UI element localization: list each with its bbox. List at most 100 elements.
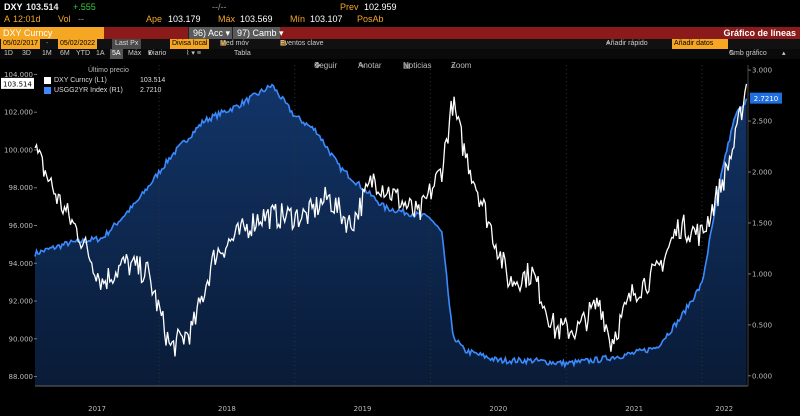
exchange-menu-label: 97) Camb [237,28,277,38]
key-events-label: Eventos clave [280,40,324,47]
x-axis-tick-label: 2017 [88,405,106,413]
bid-ask-placeholder: --/-- [212,2,227,12]
exchange-menu[interactable]: 97) Camb ▾ [232,27,284,39]
high-label: Máx [218,14,236,24]
edit-chart-icon: ✎ [729,50,735,57]
moving-average-icon: ▦ [220,40,227,47]
left-axis-tick-label: 100.000 [4,146,33,154]
left-axis-tick-label: 88.000 [9,373,34,381]
quick-add-label: Añadir rápido [606,40,648,47]
security-field[interactable]: DXY Curncy [0,27,104,39]
collapse-icon[interactable]: ▴ [782,50,786,57]
quote-row-primary: DXY 103.514 +.555 --/-- Prev 102.959 [0,2,800,13]
chart-type-icon[interactable]: ⌇ ▾ ≡ [186,50,201,57]
series-area-usgg2yr [35,84,747,386]
open-label: Ape [146,14,163,24]
period-1m[interactable]: 1M [42,50,52,57]
annotate-label: Anotar [358,61,382,70]
x-axis-tick-label: 2021 [625,405,643,413]
x-axis-tick-label: 2018 [218,405,236,413]
news-icon: ▤ [403,61,411,70]
prev-close-label: Prev [340,2,359,12]
follow-label: Seguir [314,61,338,70]
right-axis-tick-label: 1.500 [752,219,772,227]
legend-name: DXY Curncy [54,77,93,84]
news-label: Noticias [403,61,432,70]
last-price: 103.514 [26,2,59,12]
legend-value: 103.514 [140,77,166,84]
series-line-usgg2yr [34,83,748,369]
right-axis-tick-label: 2.000 [752,169,772,177]
ticker-symbol[interactable]: DXY [4,2,23,12]
window-title: Gráfico de líneas [723,28,796,38]
position-label: PosAb [357,14,384,24]
last-value-tag-right-text: 2.7210 [754,95,779,103]
period-1d[interactable]: 1D [4,50,13,57]
volume-value: -- [78,14,84,24]
price-field-select[interactable]: Last Px [112,39,142,49]
legend-value: 2.7210 [140,87,162,94]
quote-row-secondary: A 12:01d Vol -- Ape 103.179 Máx 103.569 … [0,14,800,25]
edit-chart-label: Cmb gráfico [729,50,767,57]
x-axis-tick-label: 2020 [489,405,507,413]
legend-axis: (R1) [109,87,123,94]
crosshair-icon: ✥ [314,61,321,70]
open-value: 103.179 [168,14,201,24]
period-5a[interactable]: 5A [110,49,123,59]
low-label: Mín [290,14,306,24]
legend-swatch [44,76,51,84]
high-value: 103.569 [240,14,273,24]
period-1a[interactable]: 1A [96,50,105,57]
end-date-input[interactable]: 05/02/2022 [58,39,98,49]
legend-item-dxy[interactable]: DXY Curncy (L1) 103.514 [44,76,165,85]
period-max[interactable]: Máx [128,50,142,57]
right-axis-tick-label: 1.000 [752,270,772,278]
currency-select[interactable]: Divisa local [170,39,210,49]
low-value: 103.107 [310,14,343,24]
frequency-label: Diario [148,50,167,57]
last-value-tag-left: 103.514 [1,77,34,89]
series-line-dxy [34,83,748,357]
right-axis-tick-label: 0.500 [752,321,772,329]
line-chart[interactable]: 88.000 90.000 92.000 94.000 96.000 98.000 100.… [0,59,800,416]
zoom-label: Zoom [451,61,472,70]
legend-axis: (L1) [94,77,107,84]
right-axis-tick-label: 2.500 [752,118,772,126]
left-axis-tick-label: 98.000 [9,184,34,192]
quote-time: 12:01d [13,14,41,24]
x-axis-tick-label: 2019 [354,405,372,413]
period-6m[interactable]: 6M [60,50,70,57]
period-3d[interactable]: 3D [22,50,31,57]
chart-toolbar: 05/02/2017 - 05/02/2022 Last Px Divisa l… [0,39,800,49]
start-date-input[interactable]: 05/02/2017 [1,39,41,49]
right-axis-tick-label: 3.000 [752,67,772,75]
left-axis-tick-label: 94.000 [9,260,34,268]
security-menubar: DXY Curncy 96) Acc ▾ 97) Camb ▾ Gráfico … [0,27,800,39]
legend-header: Último precio [88,67,129,74]
volume-label: Vol [58,14,71,24]
zoom-icon: ⌕ [451,61,456,70]
pencil-icon: ✎ [358,61,365,70]
key-events-icon: ▦ [280,40,287,47]
legend-item-usgg2yr[interactable]: USGG2YR Index (R1) 2.7210 [44,86,161,95]
chevron-down-icon: ▾ [279,28,284,38]
last-value-tag-right-bg [750,92,782,104]
time-prefix: A [4,14,11,24]
add-data-input[interactable]: Añadir datos [672,39,728,49]
chevron-down-icon: ▾ [225,28,231,38]
left-axis-tick-label: 102.000 [4,109,33,117]
actions-menu[interactable]: 96) Acc ▾ [188,27,232,39]
price-change: +.555 [73,2,96,12]
legend-name: USGG2YR Index [54,87,108,94]
moving-average-label: Med móv [220,40,249,47]
table-button[interactable]: Tabla [234,50,251,57]
period-ytd[interactable]: YTD [76,50,90,57]
left-axis-tick-label: 92.000 [9,298,34,306]
actions-menu-label: 96) Acc [193,28,224,38]
period-toolbar: 1D 3D 1M 6M YTD 1A 5A Máx Diario ▾ ⌇ ▾ ≡… [0,49,800,59]
right-axis-tick-label: 0.000 [752,372,772,380]
last-value-tag-left-bg [1,77,34,89]
left-axis-tick-label: 96.000 [9,222,34,230]
plus-icon: + [606,40,611,47]
prev-close-value: 102.959 [364,2,397,12]
